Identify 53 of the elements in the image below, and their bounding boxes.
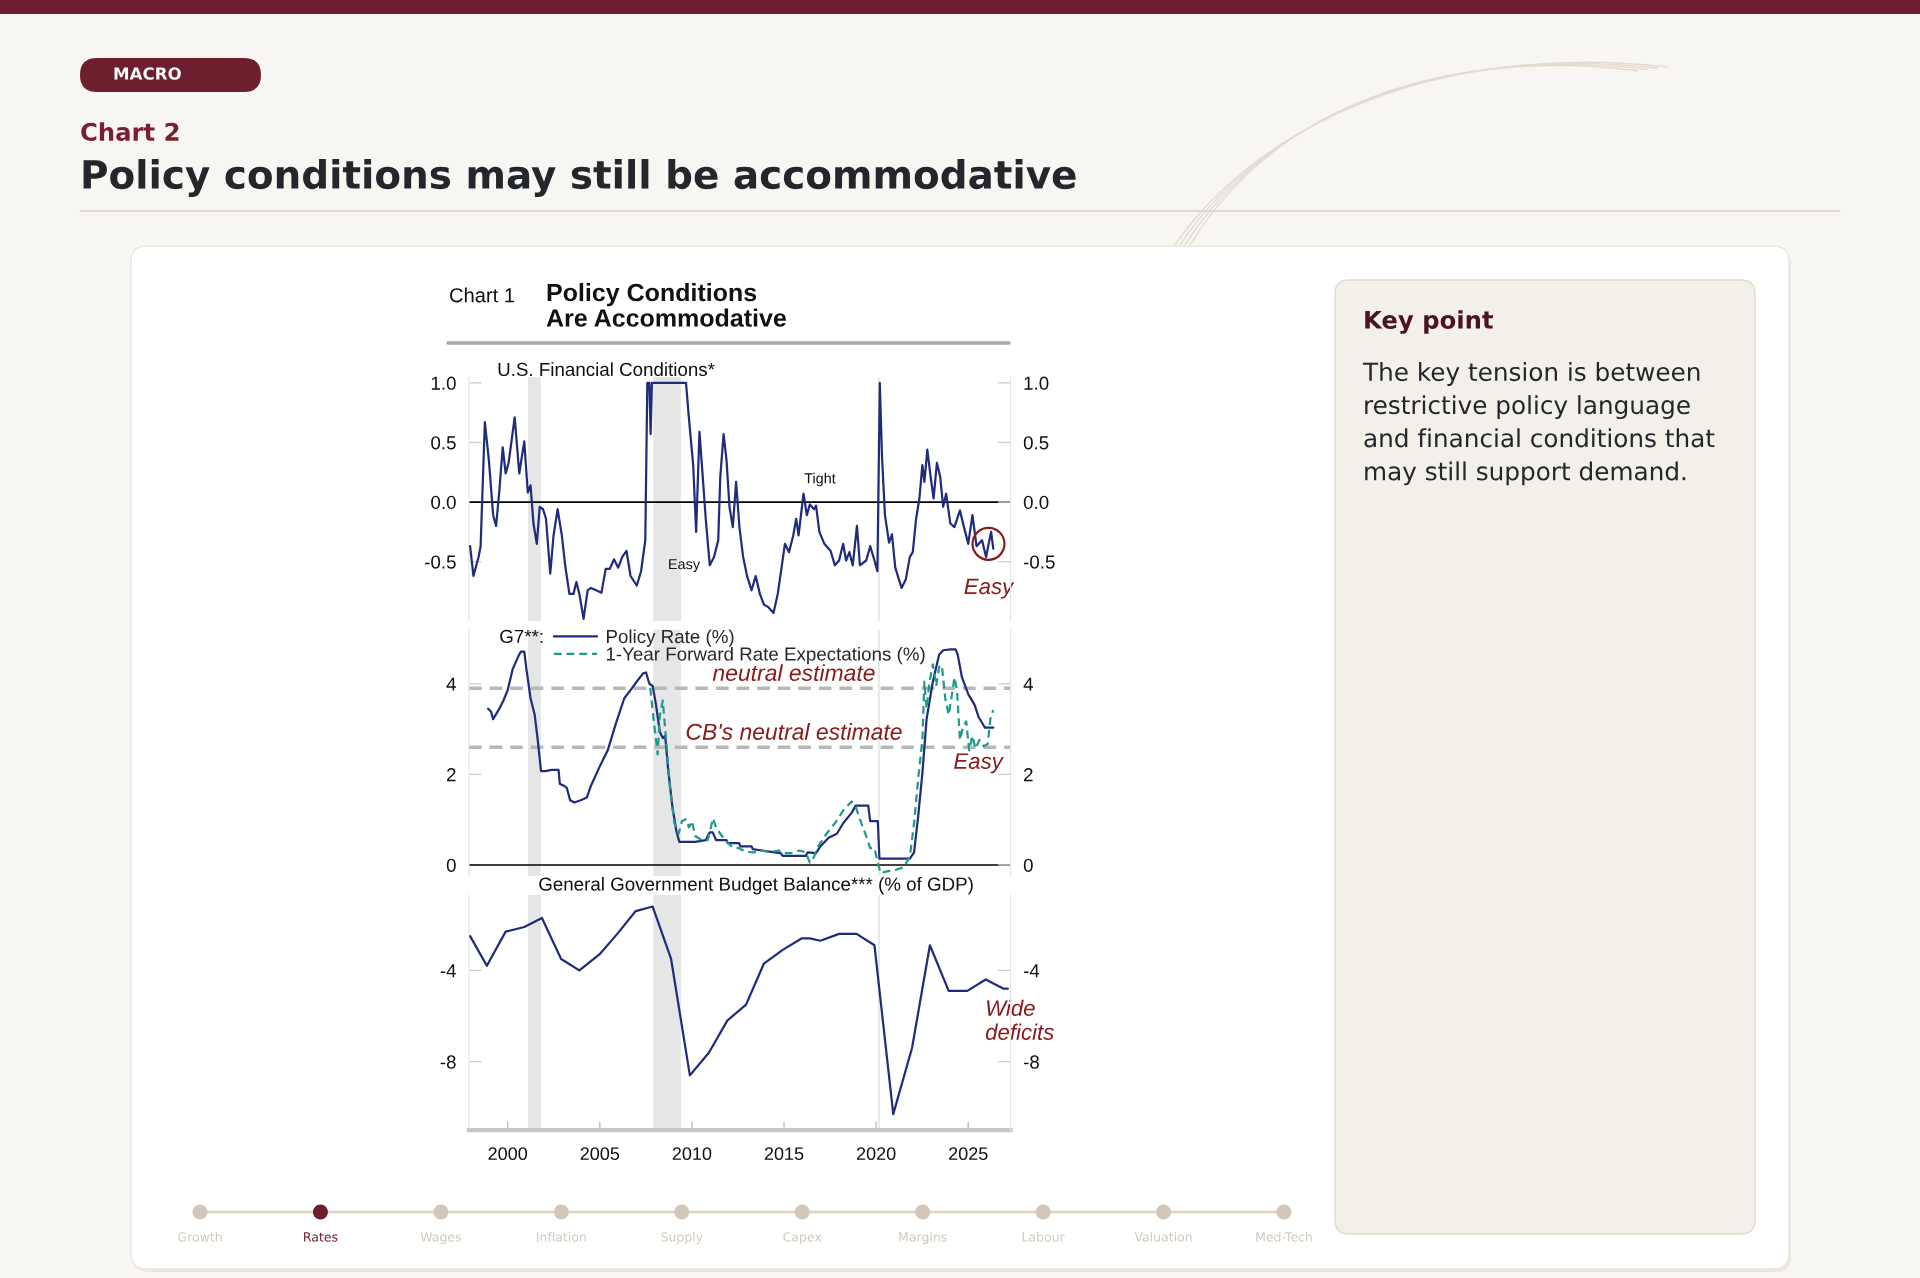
category-label: Growth [178,1231,222,1242]
legend-label: 1-Year Forward Rate Expectations (%) [606,646,925,665]
category-label: Med-Tech [1256,1231,1312,1242]
y2-tick-label: 4 [1023,677,1033,691]
y-tick-label: 1.0 [431,376,456,390]
y-tick-label: 4 [446,677,456,691]
chart-title: U.S. Financial Conditions* [498,362,715,377]
y2-tick-label: 1.0 [1024,376,1049,390]
text: Policy Conditions Are Accommodative [546,283,786,327]
y2-tick-label: 2 [1024,768,1033,782]
x-tick-label: 2000 [488,1147,528,1161]
caption: Chart 1 [450,287,515,303]
category-label: Wages [420,1232,461,1245]
annotation: Tight [804,472,836,487]
category-label: Labour [1022,1231,1065,1242]
category-label: Inflation [537,1231,586,1242]
x-tick-label: 2020 [856,1147,896,1161]
text: Chart 2 [81,122,179,142]
y2-tick-label: -4 [1023,964,1040,978]
y2-tick-label: 0.5 [1023,436,1049,450]
chart-title: General Government Budget Balance*** (% of GDP) [539,876,973,895]
y2-tick-label: -8 [1023,1055,1039,1069]
y-tick-label: -4 [440,964,456,978]
y-tick-label: 2 [447,768,456,782]
category-label: Supply [661,1231,703,1245]
category-label: Valuation [1134,1231,1192,1242]
legend-title: G7**: [500,629,543,644]
x-tick-label: 2025 [949,1147,988,1161]
y2-tick-label: 0 [1023,858,1033,872]
y2-tick-label: -0.5 [1023,555,1055,569]
annotation: Wide deficits [985,999,1054,1040]
y-tick-label: -0.5 [425,555,456,569]
y-tick-label: 0.0 [431,495,456,510]
x-tick-label: 2010 [672,1147,712,1161]
y-tick-label: 0 [446,858,456,872]
legend-label: Policy Rate (%) [606,629,734,647]
annotation: Easy [964,578,1015,599]
category-label: Rates [304,1232,338,1242]
category-label: Capex [783,1232,822,1245]
text: Policy conditions may still be accommodative [83,159,1076,197]
y2-tick-label: 0.0 [1023,495,1049,510]
category-label: Margins [899,1231,947,1245]
ref-line-label: neutral estimate [712,664,875,681]
x-tick-label: 2005 [580,1147,620,1161]
x-tick-label: 2015 [764,1147,804,1161]
y-tick-label: -8 [440,1055,456,1069]
annotation: Easy [669,559,701,573]
text: Key point [1365,310,1493,334]
annotation: Easy [954,753,1004,774]
text: MACRO [114,67,181,80]
y-tick-label: 0.5 [431,436,456,450]
text: The key tension is between restrictive policy language and financial conditions that may still support demand. [1362,362,1715,486]
ref-line-label: CB's neutral estimate [686,723,902,740]
